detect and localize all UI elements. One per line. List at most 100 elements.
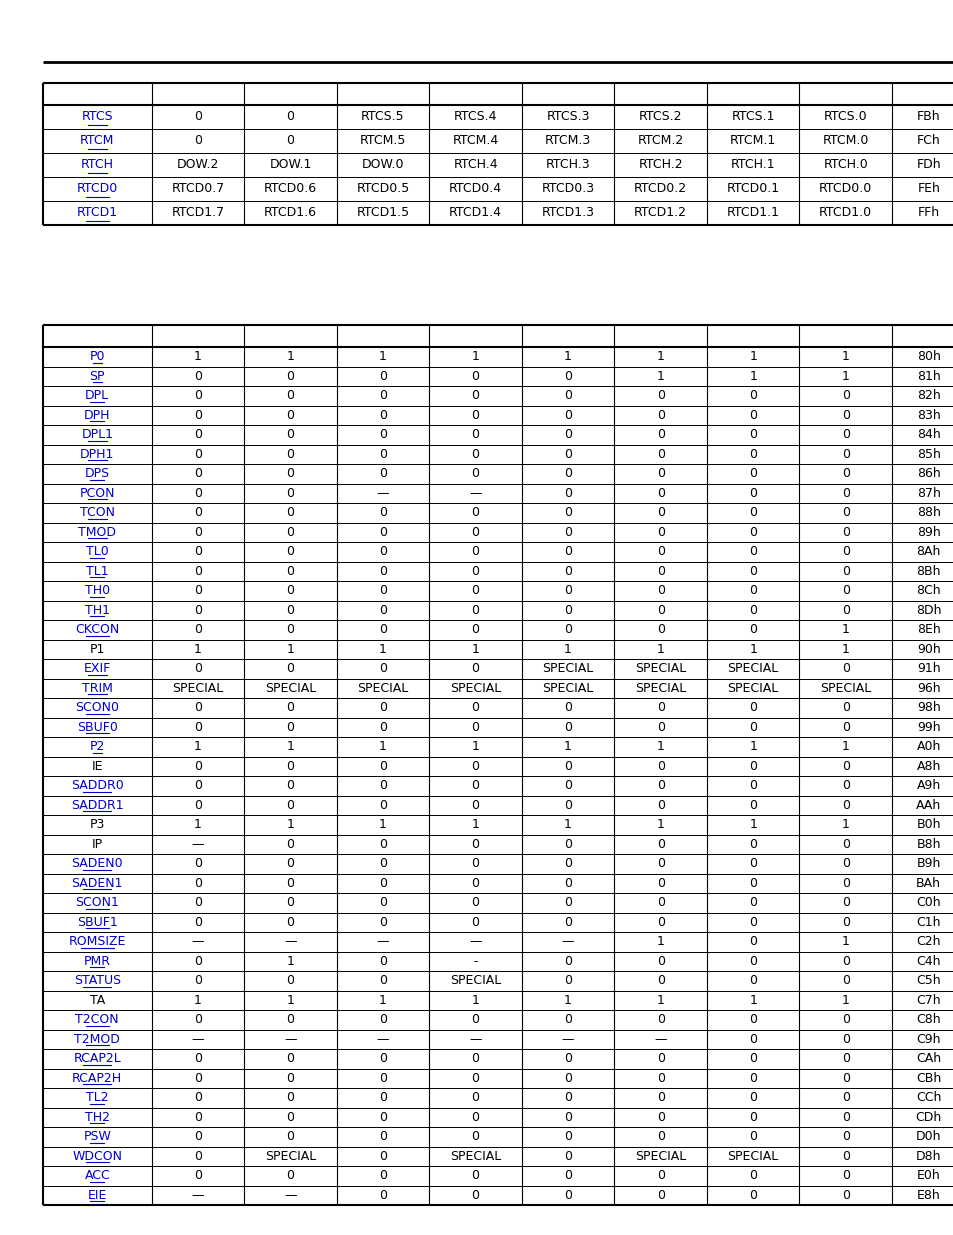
Bar (43, 325, 953, 1205)
Text: 0: 0 (471, 897, 479, 909)
Text: 1: 1 (841, 369, 849, 383)
Text: 0: 0 (378, 1130, 387, 1144)
Text: 0: 0 (378, 564, 387, 578)
Text: 0: 0 (748, 1189, 757, 1202)
Text: 0: 0 (286, 799, 294, 811)
Text: RTCD1.2: RTCD1.2 (634, 206, 686, 220)
Text: RTCD1.5: RTCD1.5 (356, 206, 409, 220)
Text: 0: 0 (193, 1130, 202, 1144)
Text: 0: 0 (471, 1013, 479, 1026)
Text: 0: 0 (563, 1092, 572, 1104)
Text: RTCD0.3: RTCD0.3 (541, 183, 594, 195)
Text: 1: 1 (378, 740, 387, 753)
Text: 0: 0 (286, 448, 294, 461)
Text: 0: 0 (748, 974, 757, 987)
Text: 0: 0 (286, 135, 294, 147)
Text: C1h: C1h (916, 915, 940, 929)
Text: 0: 0 (471, 409, 479, 421)
Text: 0: 0 (841, 1189, 849, 1202)
Text: 0: 0 (841, 1110, 849, 1124)
Text: 0: 0 (193, 955, 202, 968)
Text: 0: 0 (286, 1092, 294, 1104)
Text: 1: 1 (656, 935, 664, 948)
Text: 0: 0 (563, 1150, 572, 1162)
Text: 0: 0 (193, 1170, 202, 1182)
Text: 0: 0 (656, 779, 664, 792)
Text: 0: 0 (563, 429, 572, 441)
Text: 0: 0 (656, 429, 664, 441)
Text: 0: 0 (378, 409, 387, 421)
Text: RTCH: RTCH (81, 158, 113, 172)
Text: 0: 0 (471, 369, 479, 383)
Text: 0: 0 (193, 506, 202, 519)
Text: 0: 0 (841, 584, 849, 598)
Text: 0: 0 (748, 429, 757, 441)
Text: 0: 0 (193, 604, 202, 616)
Text: 90h: 90h (916, 642, 940, 656)
Text: 1: 1 (286, 994, 294, 1007)
Text: 0: 0 (286, 467, 294, 480)
Text: 0: 0 (748, 526, 757, 538)
Text: 0: 0 (563, 624, 572, 636)
Text: —: — (654, 1032, 666, 1046)
Text: T2CON: T2CON (75, 1013, 119, 1026)
Text: 0: 0 (563, 389, 572, 403)
Text: TH1: TH1 (85, 604, 110, 616)
Text: RTCD0: RTCD0 (76, 183, 118, 195)
Text: 0: 0 (841, 701, 849, 714)
Text: 0: 0 (748, 837, 757, 851)
Text: 0: 0 (286, 624, 294, 636)
Text: SADDR0: SADDR0 (71, 779, 124, 792)
Text: 0: 0 (193, 1072, 202, 1084)
Text: B0h: B0h (916, 819, 940, 831)
Text: RTCS.2: RTCS.2 (639, 110, 681, 124)
Text: 0: 0 (656, 409, 664, 421)
Text: AAh: AAh (915, 799, 941, 811)
Text: 0: 0 (656, 877, 664, 889)
Text: RCAP2H: RCAP2H (72, 1072, 122, 1084)
Text: D0h: D0h (915, 1130, 941, 1144)
Text: 0: 0 (748, 897, 757, 909)
Text: 0: 0 (748, 1032, 757, 1046)
Text: 0: 0 (286, 429, 294, 441)
Text: 0: 0 (841, 487, 849, 500)
Text: —: — (469, 935, 481, 948)
Text: 1: 1 (193, 642, 202, 656)
Text: 8Bh: 8Bh (916, 564, 940, 578)
Text: TL0: TL0 (86, 545, 109, 558)
Text: 0: 0 (193, 448, 202, 461)
Text: RTCD1: RTCD1 (76, 206, 118, 220)
Text: SPECIAL: SPECIAL (172, 682, 223, 695)
Text: B9h: B9h (916, 857, 940, 871)
Text: 0: 0 (748, 1130, 757, 1144)
Text: 1: 1 (471, 994, 479, 1007)
Text: 0: 0 (193, 857, 202, 871)
Text: TA: TA (90, 994, 105, 1007)
Text: A8h: A8h (916, 760, 940, 773)
Text: TH2: TH2 (85, 1110, 110, 1124)
Text: SCON0: SCON0 (75, 701, 119, 714)
Text: 99h: 99h (916, 721, 940, 734)
Text: CDh: CDh (915, 1110, 941, 1124)
Text: 0: 0 (748, 915, 757, 929)
Text: 0: 0 (378, 662, 387, 676)
Text: —: — (192, 1189, 204, 1202)
Text: 0: 0 (563, 526, 572, 538)
Text: 1: 1 (656, 351, 664, 363)
Text: 0: 0 (471, 837, 479, 851)
Text: RTCH.3: RTCH.3 (545, 158, 590, 172)
Text: 0: 0 (656, 897, 664, 909)
Text: 0: 0 (378, 760, 387, 773)
Text: 0: 0 (748, 1052, 757, 1066)
Text: 0: 0 (471, 526, 479, 538)
Text: 1: 1 (748, 740, 757, 753)
Text: 0: 0 (193, 760, 202, 773)
Text: A9h: A9h (916, 779, 940, 792)
Text: 0: 0 (656, 1013, 664, 1026)
Text: RTCS: RTCS (81, 110, 113, 124)
Text: 0: 0 (286, 1072, 294, 1084)
Text: SPECIAL: SPECIAL (357, 682, 408, 695)
Text: 1: 1 (471, 642, 479, 656)
Text: RTCM.0: RTCM.0 (821, 135, 868, 147)
Text: —: — (376, 1032, 389, 1046)
